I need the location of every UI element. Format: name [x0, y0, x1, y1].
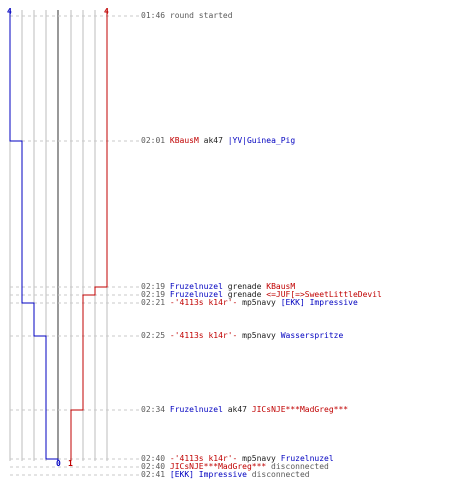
red-player-name: JICsNJE***MadGreg*** [169, 462, 267, 471]
red-player-name: -'4113s k14r'- [169, 454, 238, 463]
event-line: 02:40 JICsNJE***MadGreg*** disconnected [141, 462, 329, 471]
event-text: mp5navy [237, 454, 281, 463]
event-time: 02:19 [141, 290, 170, 299]
event-text: mp5navy [237, 331, 281, 340]
event-time: 02:41 [141, 470, 170, 479]
team-count-grid [9, 10, 108, 461]
red-team-alive-line [70, 10, 108, 461]
event-time: 02:01 [141, 136, 170, 145]
event-text: disconnected [266, 462, 329, 471]
blue-player-name: Fruzelnuzel [169, 405, 223, 414]
event-time: 02:25 [141, 331, 170, 340]
event-text: round started [169, 11, 233, 20]
event-line: 02:41 [EKK] Impressive disconnected [141, 470, 310, 479]
red-player-name: KBausM [266, 282, 296, 291]
red-player-name: KBausM [169, 136, 199, 145]
event-text: disconnected [246, 470, 310, 479]
blue-start-count: 4 [7, 7, 12, 16]
event-time: 02:21 [141, 298, 170, 307]
red-player-name: JICsNJE***MadGreg*** [251, 405, 349, 414]
blue-player-name: Fruzelnuzel [169, 282, 223, 291]
red-player-name: -'4113s k14r'- [169, 331, 238, 340]
blue-player-name: [EKK] Impressive [169, 470, 247, 479]
event-time: 02:40 [141, 462, 170, 471]
event-text: grenade [222, 282, 267, 291]
event-line: 01:46 round started [141, 11, 233, 20]
event-line: 02:21 -'4113s k14r'- mp5navy [EKK] Impre… [141, 298, 358, 307]
event-text: ak47 [222, 405, 252, 414]
blue-player-name: Fruzelnuzel [169, 290, 223, 299]
red-player-name: <=JUF[=>SweetLittleDevil [266, 290, 382, 299]
event-time: 02:19 [141, 282, 170, 291]
event-text: grenade [222, 290, 267, 299]
red-end-count: 1 [68, 459, 73, 468]
event-time: 01:46 [141, 11, 170, 20]
event-guide-lines [10, 15, 139, 476]
red-start-count: 4 [104, 7, 109, 16]
blue-player-name: |YV|Guinea_Pig [227, 136, 296, 145]
blue-end-count: 0 [56, 459, 61, 468]
blue-player-name: Fruzelnuzel [280, 454, 334, 463]
event-line: 02:19 Fruzelnuzel grenade <=JUF[=>SweetL… [141, 290, 382, 299]
event-line: 02:40 -'4113s k14r'- mp5navy Fruzelnuzel [141, 454, 334, 463]
event-line: 02:25 -'4113s k14r'- mp5navy Wassersprit… [141, 331, 343, 340]
event-time: 02:40 [141, 454, 170, 463]
event-line: 02:19 Fruzelnuzel grenade KBausM [141, 282, 295, 291]
blue-team-alive-line [9, 10, 59, 461]
event-line: 02:34 Fruzelnuzel ak47 JICsNJE***MadGreg… [141, 405, 348, 414]
event-line: 02:01 KBausM ak47 |YV|Guinea_Pig [141, 136, 295, 145]
blue-player-name: [EKK] Impressive [280, 298, 358, 307]
blue-player-name: Wasserspritze [280, 331, 344, 340]
event-text: mp5navy [237, 298, 281, 307]
red-player-name: -'4113s k14r'- [169, 298, 238, 307]
event-time: 02:34 [141, 405, 170, 414]
event-text: ak47 [198, 136, 228, 145]
